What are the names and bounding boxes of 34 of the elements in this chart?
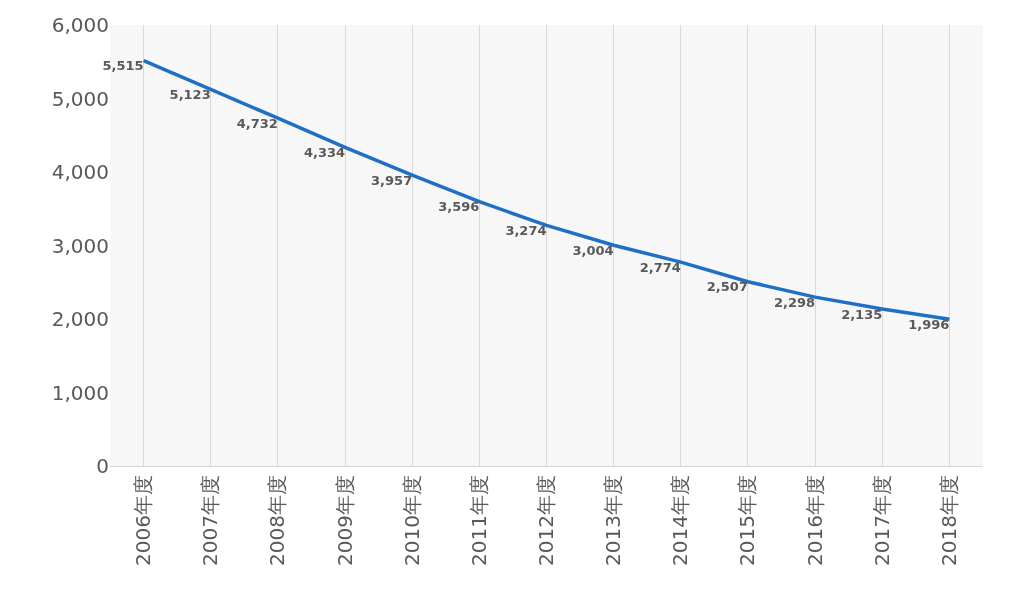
x-tick-label: 2011年度 — [466, 475, 491, 566]
data-label: 3,274 — [505, 223, 547, 239]
x-tick-label: 2008年度 — [265, 475, 290, 566]
x-tick-label: 2017年度 — [869, 475, 894, 566]
data-label: 5,515 — [102, 58, 144, 74]
x-tick-label: 2016年度 — [802, 475, 827, 566]
data-label: 5,123 — [169, 87, 211, 103]
y-tick-label: 0 — [96, 454, 109, 478]
x-tick-label: 2009年度 — [332, 475, 357, 566]
x-tick-label: 2018年度 — [936, 475, 961, 566]
y-tick-label: 6,000 — [51, 13, 109, 37]
y-tick-label: 5,000 — [51, 86, 109, 111]
x-tick-label: 2012年度 — [534, 475, 558, 566]
data-label: 2,507 — [706, 279, 748, 295]
y-tick-label: 2,000 — [51, 307, 109, 331]
data-label: 3,004 — [572, 242, 614, 258]
line-series — [141, 58, 952, 322]
data-label: 3,596 — [438, 199, 480, 215]
x-tick-label: 2013年度 — [601, 475, 626, 566]
data-label: 4,732 — [236, 115, 278, 131]
y-tick-label: 1,000 — [51, 380, 109, 405]
data-label: 1,996 — [908, 317, 950, 333]
data-label: 2,298 — [773, 294, 816, 310]
x-tick-label: 2010年度 — [399, 475, 424, 566]
x-tick-label: 2015年度 — [735, 475, 760, 566]
x-tick-label: 2007年度 — [198, 475, 223, 566]
x-tick-label: 2014年度 — [668, 475, 693, 566]
data-label: 3,957 — [371, 172, 413, 188]
x-tick-label: 2006年度 — [131, 475, 156, 566]
data-label: 2,774 — [639, 259, 681, 275]
data-label: 2,135 — [841, 306, 883, 322]
data-label: 4,334 — [303, 145, 346, 161]
y-tick-label: 4,000 — [51, 160, 109, 184]
y-tick-label: 3,000 — [51, 233, 109, 258]
